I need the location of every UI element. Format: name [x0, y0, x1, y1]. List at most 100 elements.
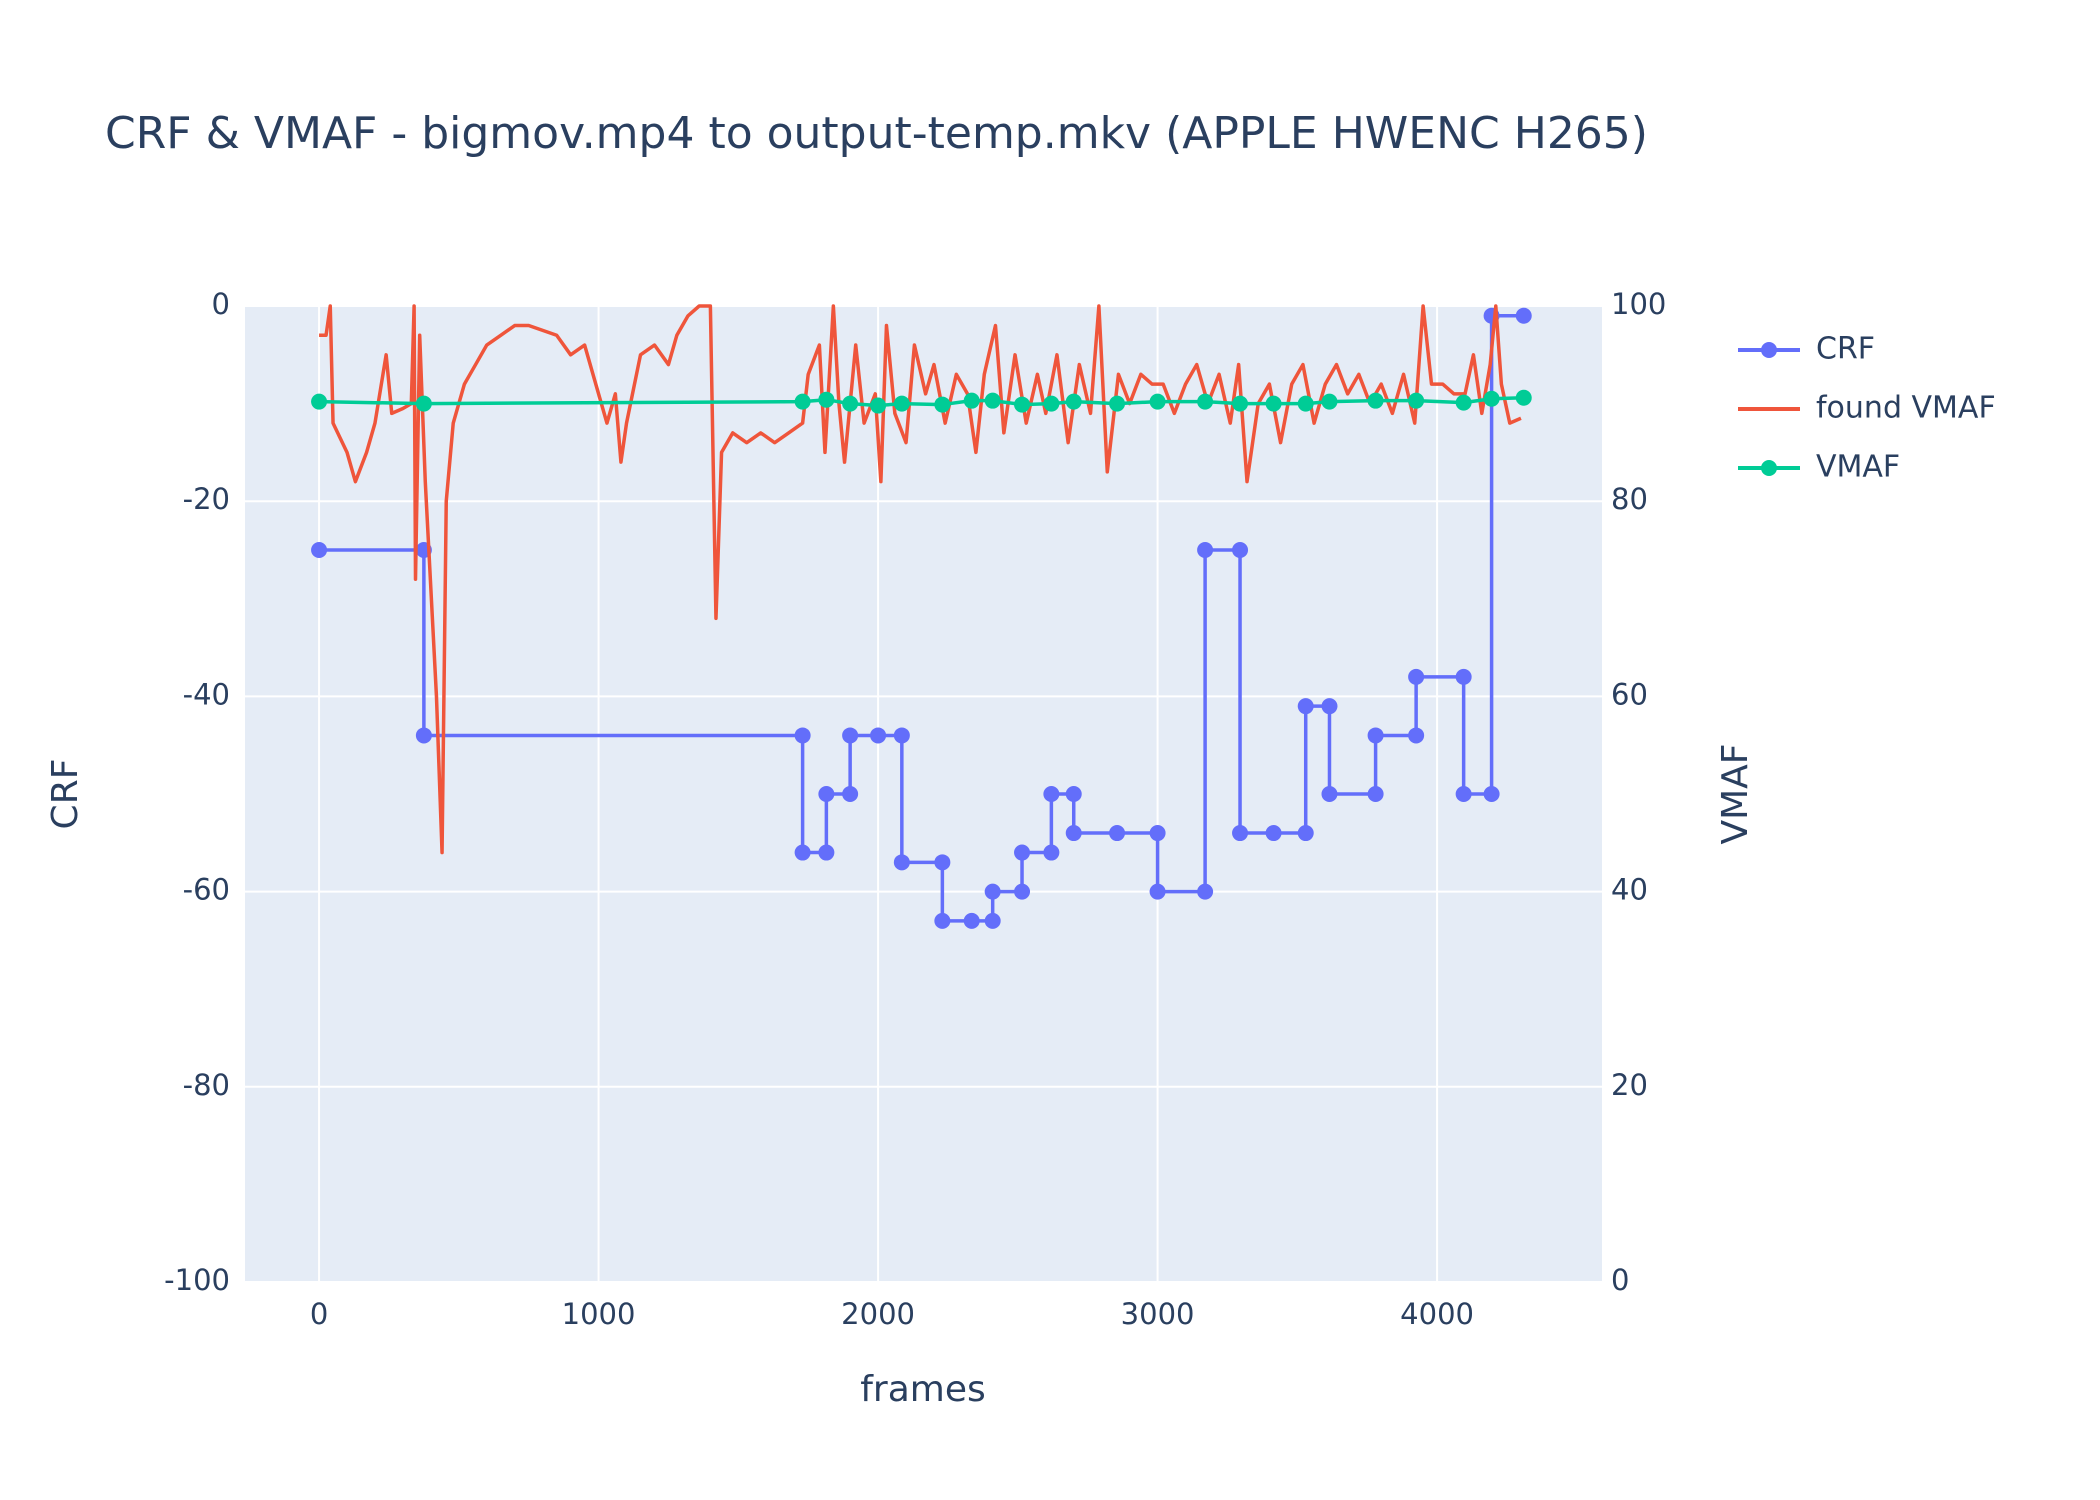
series-marker [1515, 307, 1532, 324]
series-marker [1321, 393, 1338, 410]
y2-tick-label: 60 [1611, 677, 1648, 711]
x-tick-label: 2000 [841, 1297, 915, 1331]
series-marker [415, 727, 432, 744]
y-tick-label: -40 [183, 677, 230, 711]
series-marker [311, 393, 328, 410]
plot-area [245, 306, 1602, 1282]
series-marker [794, 393, 811, 410]
series-marker [1232, 825, 1249, 842]
series-marker [984, 912, 1001, 929]
series-marker [1197, 542, 1214, 558]
series-marker [1014, 396, 1031, 413]
y-tick-label: -80 [183, 1068, 230, 1102]
legend-label[interactable]: VMAF [1816, 450, 1900, 485]
y-axis-title: CRF [45, 759, 86, 830]
series-marker [1297, 395, 1314, 412]
x-axis-title: frames [860, 1369, 986, 1410]
x-tick-label: 4000 [1400, 1297, 1474, 1331]
grid [245, 305, 1602, 1283]
series-marker [934, 396, 951, 413]
series-marker [893, 727, 910, 744]
x-tick-label: 0 [310, 1297, 328, 1331]
series-marker [1321, 786, 1338, 802]
series-marker [934, 912, 951, 929]
x-tick-label: 1000 [562, 1297, 636, 1331]
series-marker [1109, 825, 1126, 842]
series-marker [870, 727, 887, 744]
series-marker [1297, 825, 1314, 842]
series-marker [1232, 542, 1249, 558]
y2-tick-label: 0 [1611, 1263, 1629, 1297]
legend-label[interactable]: found VMAF [1816, 391, 1996, 426]
series-marker [1265, 395, 1282, 412]
series-marker [984, 392, 1001, 409]
series-marker [1297, 698, 1314, 715]
series-marker [311, 542, 328, 558]
series-marker [842, 395, 859, 412]
marks [311, 304, 1532, 929]
series-marker [818, 391, 835, 408]
legend: CRF found VMAF VMAF [1738, 332, 1996, 485]
series-marker [1014, 883, 1031, 900]
series-marker [1149, 393, 1166, 410]
series-marker [963, 912, 980, 929]
series-marker [1455, 394, 1472, 411]
series-marker [1483, 390, 1500, 407]
series-line [319, 304, 1522, 855]
series-marker [794, 844, 811, 861]
series-marker [1043, 786, 1060, 802]
series-marker [1043, 844, 1060, 861]
y-tick-label: 0 [212, 287, 230, 321]
series-marker [1149, 825, 1166, 842]
series-marker [893, 854, 910, 871]
series-marker [415, 395, 432, 412]
series-marker [1043, 395, 1060, 412]
series-marker [1408, 392, 1425, 409]
x-tick-label: 3000 [1121, 1297, 1195, 1331]
series-marker [842, 786, 859, 802]
series-marker [1109, 395, 1126, 412]
y2-tick-label: 40 [1611, 873, 1648, 907]
chart-title: CRF & VMAF - bigmov.mp4 to output-temp.m… [105, 108, 1648, 159]
series-marker [934, 854, 951, 871]
y-tick-label: -100 [164, 1263, 230, 1297]
series-marker [963, 392, 980, 409]
series-marker [1265, 825, 1282, 842]
series-marker [1065, 393, 1082, 410]
series-marker [818, 786, 835, 802]
series-marker [1065, 825, 1082, 842]
y-tick-label: -60 [183, 873, 230, 907]
series-marker [794, 727, 811, 744]
legend-label[interactable]: CRF [1816, 332, 1875, 367]
y2-tick-label: 100 [1611, 287, 1666, 321]
series-marker [1483, 786, 1500, 802]
series-marker [1367, 392, 1384, 409]
y-tick-label: -20 [183, 482, 230, 516]
series-marker [1367, 727, 1384, 744]
series-marker [984, 883, 1001, 900]
series-marker [870, 397, 887, 414]
series-marker [1408, 668, 1425, 685]
y2-tick-label: 80 [1611, 482, 1648, 516]
series-marker [818, 844, 835, 861]
series-marker [1149, 883, 1166, 900]
series-marker [1367, 786, 1384, 802]
series-marker [1197, 393, 1214, 410]
series-marker [1321, 698, 1338, 715]
legend-marker [1761, 460, 1777, 476]
series-marker [1455, 668, 1472, 685]
y2-axis-title: VMAF [1715, 743, 1756, 844]
series-marker [893, 395, 910, 412]
series-marker [1232, 395, 1249, 412]
series-line [319, 314, 1524, 923]
series-marker [1408, 727, 1425, 744]
series-marker [1065, 786, 1082, 802]
series-marker [1515, 389, 1532, 406]
legend-marker [1761, 342, 1777, 358]
series-marker [1455, 786, 1472, 802]
series-marker [842, 727, 859, 744]
series-marker [1197, 883, 1214, 900]
series-marker [1014, 844, 1031, 861]
y2-tick-label: 20 [1611, 1068, 1648, 1102]
